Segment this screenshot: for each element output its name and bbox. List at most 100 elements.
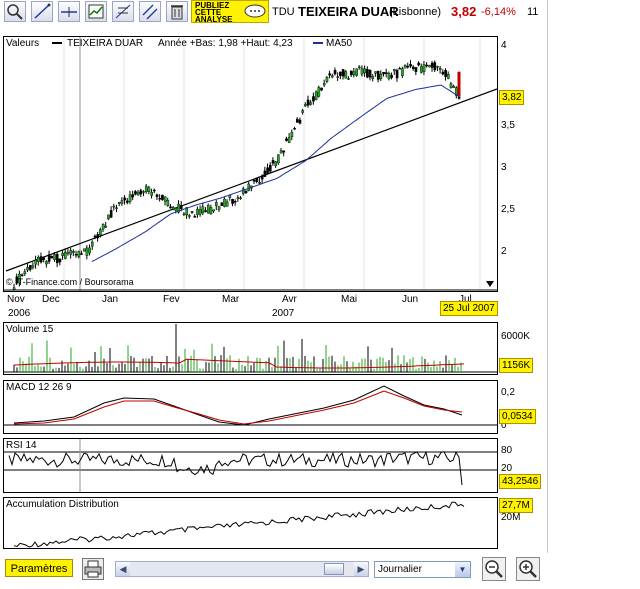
y-tick-3: 3 — [501, 162, 507, 173]
candle-body — [411, 66, 415, 69]
candle-body — [366, 69, 369, 78]
candle-body — [263, 170, 267, 177]
scroll-left-button[interactable]: ◀ — [116, 562, 130, 576]
price-chart[interactable] — [4, 37, 497, 291]
scroll-right-button[interactable]: ▶ — [354, 562, 368, 576]
toolbar: PUBLIEZ CETTE ANALYSE TDU TEIXEIRA DUAR … — [0, 0, 548, 24]
zoom-in-button[interactable] — [516, 557, 540, 581]
period-select[interactable]: Journalier ▼ — [374, 561, 471, 578]
indicator-icon[interactable] — [85, 1, 107, 22]
candle-body — [53, 254, 56, 260]
fibonacci-icon[interactable] — [112, 1, 134, 22]
trash-icon[interactable] — [166, 1, 188, 22]
publiez-line-3: ANALYSE — [195, 15, 233, 24]
publish-analysis-button[interactable]: PUBLIEZ CETTE ANALYSE — [191, 0, 269, 24]
candle-body — [304, 104, 307, 107]
candle-body — [339, 71, 342, 77]
candle-body — [449, 83, 453, 89]
year-2006: 2006 — [8, 308, 31, 319]
legend-year-stats: Année +Bas: 1,98 +Haut: 4,23 — [158, 38, 293, 49]
candle-body — [99, 229, 102, 236]
candle-body — [126, 200, 129, 203]
candle-body — [196, 208, 199, 215]
candle-body — [398, 68, 402, 70]
candle-body — [131, 194, 135, 198]
horizontal-line-icon[interactable] — [58, 1, 80, 22]
candle-body — [393, 69, 396, 72]
candle-body — [47, 254, 51, 262]
volume-title: Volume 15 — [6, 324, 54, 335]
candle-body — [371, 76, 375, 79]
parameters-button[interactable]: Paramètres — [5, 559, 73, 577]
candle-body — [266, 167, 269, 174]
zoom-in-icon[interactable] — [4, 1, 26, 22]
price-panel[interactable]: Valeurs TEIXEIRA DUAR Année +Bas: 1,98 +… — [3, 36, 498, 292]
candle-body — [134, 191, 137, 195]
scroll-thumb[interactable] — [324, 563, 344, 575]
draw-line-icon[interactable] — [31, 1, 53, 22]
print-button[interactable] — [82, 558, 104, 580]
candle-body — [107, 214, 110, 220]
macd-last-box: 0,0534 — [499, 409, 536, 424]
candle-body — [23, 271, 27, 275]
candle-body — [352, 71, 356, 76]
trend-line — [5, 88, 497, 272]
parallel-lines-icon[interactable] — [139, 1, 161, 22]
candle-body — [282, 150, 286, 153]
candle-body — [45, 261, 48, 265]
candle-body — [242, 188, 245, 194]
candle-body — [331, 75, 334, 78]
ad-panel[interactable]: Accumulation Distribution — [3, 497, 498, 549]
candle-body — [390, 75, 393, 78]
macd-tick-0-2: 0,2 — [501, 387, 515, 398]
candle-body — [430, 62, 434, 68]
candle-body — [20, 274, 24, 277]
candle-body — [74, 254, 78, 256]
candle-body — [104, 225, 108, 228]
rsi-panel[interactable]: RSI 14 — [3, 438, 498, 493]
chevron-down-icon[interactable]: ▼ — [455, 562, 470, 577]
candle-body — [64, 251, 67, 259]
candle-body — [225, 201, 229, 207]
candle-body — [293, 128, 296, 130]
volume-panel[interactable]: Volume 15 — [3, 322, 498, 375]
candle-body — [239, 197, 242, 200]
candle-body — [212, 209, 215, 212]
candle-body — [88, 247, 91, 254]
zoom-out-button[interactable] — [482, 557, 506, 581]
candle-body — [436, 66, 439, 68]
candle-body — [15, 276, 19, 284]
macd-chart — [4, 385, 497, 426]
candle-body — [295, 118, 299, 123]
candle-body — [382, 72, 385, 75]
candle-body — [112, 205, 116, 208]
candle-body — [204, 210, 207, 213]
rsi-tick-80: 80 — [501, 445, 513, 456]
candle-body — [306, 99, 310, 106]
candle-body — [150, 191, 153, 196]
volume-average-line — [13, 358, 465, 369]
candle-body — [147, 187, 151, 192]
candle-body — [279, 150, 283, 154]
candle-body — [290, 131, 294, 138]
candle-body — [376, 70, 380, 80]
candle-body — [379, 73, 383, 80]
candle-body — [80, 253, 83, 255]
month-mai: Mai — [341, 294, 358, 305]
candle-body — [174, 207, 178, 211]
candle-body — [452, 86, 456, 88]
ad-line — [13, 501, 465, 548]
candle-body — [422, 64, 426, 72]
candle-body — [158, 197, 162, 200]
month-dec: Dec — [42, 294, 60, 305]
candle-body — [441, 71, 445, 75]
scrollbar[interactable]: ◀ ▶ — [115, 561, 369, 577]
candle-body — [314, 91, 318, 100]
stock-name: TEIXEIRA DUAR — [298, 4, 399, 19]
candle-body — [223, 198, 226, 207]
candle-body — [171, 206, 175, 210]
candle-body — [206, 205, 210, 214]
rsi-last-box: 43,2546 — [499, 474, 542, 489]
macd-panel[interactable]: MACD 12 26 9 — [3, 380, 498, 434]
candle-body — [85, 247, 89, 256]
